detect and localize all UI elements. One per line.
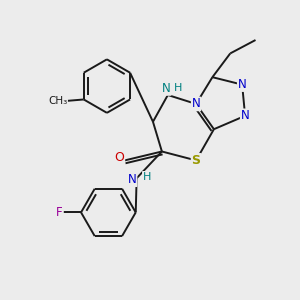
Text: F: F [56, 206, 63, 219]
Text: CH₃: CH₃ [48, 96, 67, 106]
Text: O: O [114, 151, 124, 164]
Text: N: N [241, 109, 250, 122]
Text: N: N [192, 98, 200, 110]
Text: N: N [128, 173, 136, 186]
Text: S: S [192, 154, 201, 167]
Text: N: N [238, 78, 247, 91]
Text: H: H [143, 172, 151, 182]
Text: N: N [162, 82, 171, 95]
Text: H: H [174, 83, 182, 94]
